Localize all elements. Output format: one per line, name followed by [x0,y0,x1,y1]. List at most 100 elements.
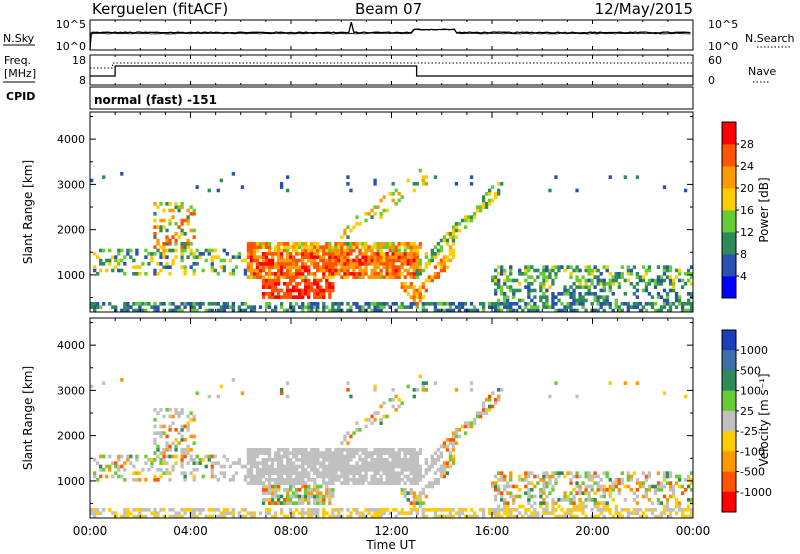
power-cell [144,272,148,276]
velocity-cell [337,448,341,452]
power-cell [279,255,284,259]
velocity-cell [165,444,169,449]
velocity-cell [382,458,386,462]
velocity-cell [340,458,344,462]
power-cell [611,308,615,313]
power-colorbar-tick-label: 28 [740,138,754,151]
nave-line [90,62,693,69]
velocity-cell [644,508,649,512]
velocity-cell [150,464,154,469]
velocity-cell [282,481,287,485]
power-cell [671,302,676,306]
power-cell [231,308,236,313]
power-cell [463,308,468,313]
velocity-cell [400,478,404,482]
velocity-cell [183,508,187,512]
power-cell [168,238,172,243]
power-cell [644,272,649,276]
power-cell [328,282,332,286]
velocity-cell [325,481,329,485]
noise-search-line [89,28,691,35]
velocity-cell [165,408,169,412]
velocity-cell [581,511,585,515]
velocity-cell [500,494,504,499]
velocity-cell [620,508,624,512]
velocity-cell [671,488,676,492]
power-cell [168,308,172,313]
velocity-cell [472,514,477,519]
power-cell [162,265,166,269]
power-cell [114,308,118,313]
noise-left-top: 10^5 [56,18,86,31]
velocity-cell [334,454,338,459]
velocity-cell [325,474,329,479]
power-cell [349,265,353,269]
power-cell [424,182,428,186]
velocity-cell [313,511,317,515]
velocity-cell [364,451,368,455]
velocity-cell [313,488,317,492]
velocity-cell [478,411,483,415]
power-cell [258,242,263,246]
power-cell [343,242,347,246]
power-cell [279,305,284,309]
power-cell [295,282,299,286]
power-cell [665,265,670,269]
velocity-cell [641,484,646,489]
power-cell [421,268,425,273]
power-cell [524,305,528,309]
power-cell [288,295,293,299]
velocity-cell [590,478,594,482]
power-cell [611,275,615,279]
power-cell [117,252,121,256]
power-cell [554,175,558,179]
power-cell [530,298,534,303]
velocity-cell [650,511,655,515]
velocity-cell [105,474,109,479]
power-cell [316,282,320,286]
velocity-cell [120,378,124,382]
velocity-cell [273,501,278,505]
power-cell [285,242,290,246]
velocity-cell [632,511,637,515]
velocity-cell [677,504,682,509]
velocity-cell [400,401,404,405]
velocity-cell [677,474,682,479]
power-cell [578,285,582,289]
power-cell [623,302,627,306]
power-cell [545,295,549,299]
power-cell [165,238,169,243]
power-cell [671,278,676,283]
power-cell [322,252,326,256]
velocity-cell [635,381,640,385]
power-cell [159,262,163,266]
velocity-cell [487,508,492,512]
power-cell [623,278,627,283]
velocity-cell [524,508,528,512]
power-cell [138,272,142,276]
power-cell [614,305,618,309]
power-cell [252,268,257,273]
power-cell [285,245,290,249]
velocity-cell [267,458,272,462]
power-cell [189,212,193,216]
velocity-cell [298,451,302,455]
power-cell [316,302,320,306]
power-cell [304,252,308,256]
velocity-cell [623,484,627,489]
velocity-cell [539,504,543,509]
power-cell [258,268,263,273]
velocity-cell [478,414,483,419]
velocity-cell [494,494,498,499]
velocity-cell [373,461,377,465]
power-cell [285,262,290,266]
velocity-cell [264,471,269,475]
velocity-cell [319,498,323,502]
velocity-cell [331,464,335,469]
velocity-cell [626,511,630,515]
velocity-cell [346,514,350,519]
power-cell [246,245,251,249]
velocity-cell [292,468,296,472]
power-cell [273,265,278,269]
velocity-cell [355,508,359,512]
